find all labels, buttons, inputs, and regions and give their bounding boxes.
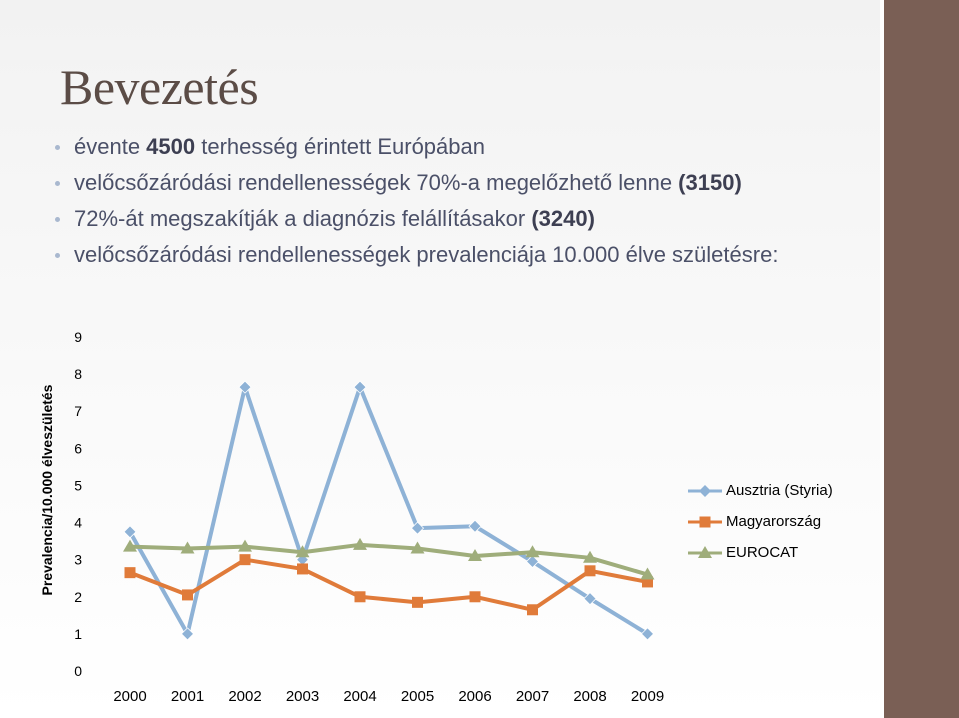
side-bar-divider bbox=[880, 0, 884, 718]
x-tick-label: 2008 bbox=[573, 688, 606, 705]
legend-label: Ausztria (Styria) bbox=[726, 482, 833, 499]
bullet-item: velőcsőzáródási rendellenességek prevale… bbox=[55, 240, 875, 269]
series-line-diamond bbox=[128, 385, 649, 636]
y-tick-label: 7 bbox=[74, 403, 82, 419]
legend-item: Ausztria (Styria) bbox=[688, 475, 833, 506]
bullet-item: velőcsőzáródási rendellenességek 70%-a m… bbox=[55, 168, 875, 197]
legend-label: EUROCAT bbox=[726, 544, 799, 561]
y-tick-label: 5 bbox=[74, 477, 82, 493]
data-point-triangle bbox=[123, 539, 137, 552]
data-point-square bbox=[469, 591, 481, 603]
data-point-square bbox=[412, 596, 423, 608]
y-tick-label: 9 bbox=[74, 329, 82, 345]
data-point-square bbox=[584, 565, 596, 577]
x-tick-label: 2003 bbox=[286, 688, 319, 705]
data-point-square bbox=[527, 604, 538, 616]
x-tick-label: 2007 bbox=[516, 688, 549, 705]
y-tick-label: 3 bbox=[74, 552, 82, 568]
x-tick-label: 2001 bbox=[171, 688, 204, 705]
bullet-dot-icon bbox=[55, 253, 60, 258]
bullet-text: terhesség érintett Európában bbox=[195, 134, 485, 159]
data-point-triangle bbox=[410, 541, 425, 554]
line-chart: 0 1 2 3 4 5 6 7 8 9 2000 2001 2002 2003 2004 2005 2006 20… bbox=[74, 329, 664, 705]
bullet-bold-text: (3150) bbox=[678, 170, 742, 195]
bullet-bold-text: 4500 bbox=[146, 134, 196, 159]
bullet-item: 72%-át megszakítják a diagnózis felállít… bbox=[55, 204, 875, 233]
x-tick-label: 2006 bbox=[458, 688, 491, 705]
x-tick-label: 2000 bbox=[113, 688, 146, 705]
y-tick-label: 2 bbox=[74, 589, 82, 605]
bullet-dot-icon bbox=[55, 217, 60, 222]
data-point-diamond bbox=[180, 627, 195, 641]
chart-legend: Ausztria (Styria) Magyarország EUROCAT bbox=[688, 475, 833, 568]
y-tick-label: 1 bbox=[74, 626, 82, 642]
bullet-item: évente 4500 terhesség érintett Európában bbox=[55, 132, 875, 161]
data-point-square bbox=[297, 563, 308, 575]
y-tick-label: 4 bbox=[74, 515, 82, 531]
y-tick-label: 6 bbox=[74, 440, 82, 456]
bullet-text: 72%-át megszakítják a diagnózis felállít… bbox=[74, 206, 532, 231]
data-point-diamond bbox=[640, 627, 655, 641]
data-point-triangle bbox=[295, 545, 310, 558]
x-tick-label: 2002 bbox=[228, 688, 261, 705]
bullet-text: évente bbox=[74, 134, 147, 159]
bullet-bold-text: (3240) bbox=[531, 206, 595, 231]
y-tick-label: 0 bbox=[74, 663, 82, 679]
data-point-diamond bbox=[123, 525, 137, 539]
data-point-diamond bbox=[525, 554, 540, 569]
x-tick-label: 2004 bbox=[343, 688, 376, 705]
data-point-triangle bbox=[468, 548, 482, 561]
data-point-square bbox=[182, 589, 193, 601]
legend-item: EUROCAT bbox=[688, 537, 833, 568]
side-bar bbox=[884, 0, 959, 718]
data-point-triangle bbox=[640, 567, 655, 580]
x-tick-label: 2005 bbox=[401, 688, 434, 705]
data-point-diamond bbox=[410, 521, 425, 535]
legend-diamond-icon bbox=[688, 484, 722, 497]
x-tick-label: 2009 bbox=[631, 688, 664, 705]
data-point-diamond bbox=[468, 519, 482, 533]
legend-label: Magyarország bbox=[726, 513, 822, 530]
data-point-square bbox=[124, 567, 136, 579]
bullet-dot-icon bbox=[55, 145, 60, 150]
data-point-diamond bbox=[353, 380, 367, 394]
bullet-list: évente 4500 terhesség érintett Európában… bbox=[55, 132, 875, 276]
series-line-triangle bbox=[129, 542, 649, 577]
legend-item: Magyarország bbox=[688, 506, 833, 537]
data-point-triangle bbox=[353, 537, 367, 550]
data-point-triangle bbox=[238, 539, 252, 552]
data-point-diamond bbox=[238, 380, 252, 394]
bullet-dot-icon bbox=[55, 181, 60, 186]
legend-square-icon bbox=[688, 516, 722, 527]
slide-title: Bevezetés bbox=[60, 59, 259, 115]
data-point-triangle bbox=[583, 550, 597, 563]
y-tick-label: 8 bbox=[74, 366, 82, 382]
data-point-triangle bbox=[180, 541, 195, 554]
data-point-square bbox=[354, 591, 366, 603]
data-point-square bbox=[642, 576, 653, 588]
series-line-square bbox=[129, 557, 648, 612]
data-point-square bbox=[239, 554, 251, 566]
legend-triangle-icon bbox=[688, 545, 722, 558]
data-point-diamond bbox=[583, 592, 597, 606]
data-point-triangle bbox=[525, 545, 540, 558]
bullet-text: velőcsőzáródási rendellenességek prevale… bbox=[74, 242, 779, 267]
bullet-text: velőcsőzáródási rendellenességek 70%-a m… bbox=[74, 170, 679, 195]
